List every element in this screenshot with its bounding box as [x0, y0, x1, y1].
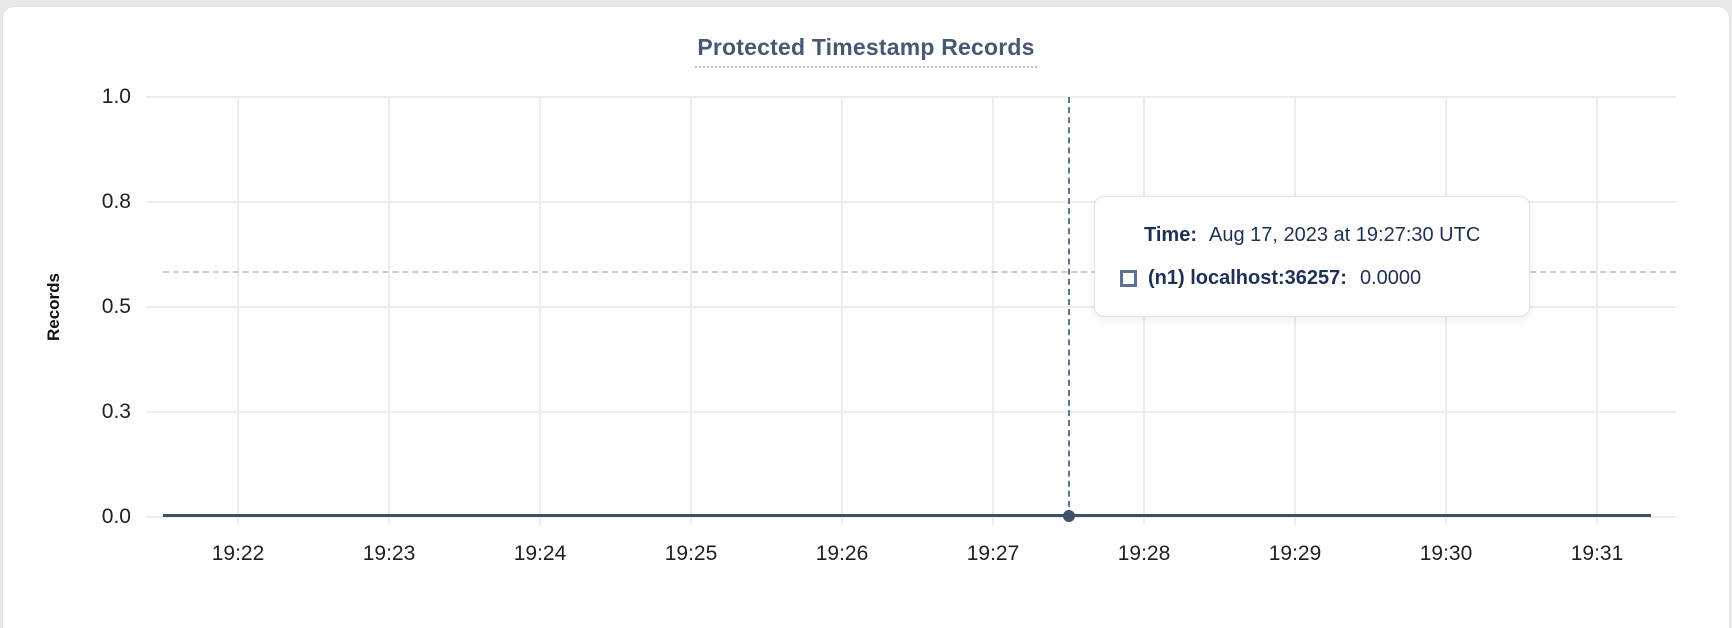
y-tick-label: 1.0: [101, 85, 131, 108]
x-tick-label: 19:22: [211, 542, 265, 565]
hover-data-point: [1062, 510, 1075, 522]
y-gridline: [163, 306, 1676, 308]
tooltip-series-row: (n1) localhost:36257: 0.0000: [1120, 266, 1529, 290]
y-tick-mark: [146, 306, 163, 308]
tooltip-time-row: Time: Aug 17, 2023 at 19:27:30 UTC: [1144, 223, 1529, 247]
tooltip-series-label: (n1) localhost:36257:: [1148, 266, 1347, 289]
y-tick-label: 0.5: [101, 295, 131, 318]
x-gridline: [237, 97, 239, 525]
x-gridline: [841, 97, 843, 525]
x-gridline: [992, 97, 994, 525]
x-tick-label: 19:26: [815, 542, 869, 565]
y-tick-mark: [146, 201, 163, 203]
tooltip-time-value: Aug 17, 2023 at 19:27:30 UTC: [1208, 223, 1481, 246]
y-tick-mark: [146, 96, 163, 98]
y-gridline: [163, 96, 1676, 98]
x-gridline: [690, 97, 692, 525]
x-tick-label: 19:23: [362, 542, 416, 565]
x-tick-label: 19:31: [1570, 542, 1624, 565]
y-tick-mark: [146, 516, 163, 518]
chart-title[interactable]: Protected Timestamp Records: [695, 34, 1037, 68]
x-tick-label: 19:27: [966, 542, 1020, 565]
crosshair-horizontal-line: [163, 271, 1676, 273]
tooltip-series-value: 0.0000: [1359, 266, 1422, 289]
y-tick-label: 0.0: [101, 505, 131, 528]
x-tick-label: 19:29: [1268, 542, 1322, 565]
x-gridline: [539, 97, 541, 525]
data-series-line: [163, 514, 1651, 517]
hover-tooltip: Time: Aug 17, 2023 at 19:27:30 UTC (n1) …: [1094, 196, 1530, 317]
chart-card: Protected Timestamp Records Records 1.0 0…: [2, 6, 1730, 628]
y-tick-label: 0.3: [101, 400, 131, 423]
y-gridline: [163, 201, 1676, 203]
chart-area: Records 1.0 0.8 0.5 0.3 0.0 19:22 19:23 19:24 19…: [3, 7, 1729, 628]
chart-header: Protected Timestamp Records: [3, 34, 1729, 68]
x-tick-label: 19:24: [513, 542, 567, 565]
square-outline-icon: [1120, 269, 1137, 287]
tooltip-time-label: Time:: [1144, 223, 1197, 246]
x-tick-label: 19:25: [664, 542, 718, 565]
plot-area[interactable]: 1.0 0.8 0.5 0.3 0.0 19:22 19:23 19:24 19:25 19:26…: [102, 85, 1676, 565]
x-gridline: [388, 97, 390, 525]
crosshair-vertical-line: [1067, 97, 1070, 517]
y-tick-label: 0.8: [101, 190, 131, 213]
x-gridline: [1596, 97, 1598, 525]
y-gridline: [163, 411, 1676, 413]
x-tick-label: 19:30: [1419, 542, 1473, 565]
y-tick-mark: [146, 411, 163, 413]
y-gridline: [163, 516, 1676, 518]
x-tick-label: 19:28: [1117, 542, 1171, 565]
